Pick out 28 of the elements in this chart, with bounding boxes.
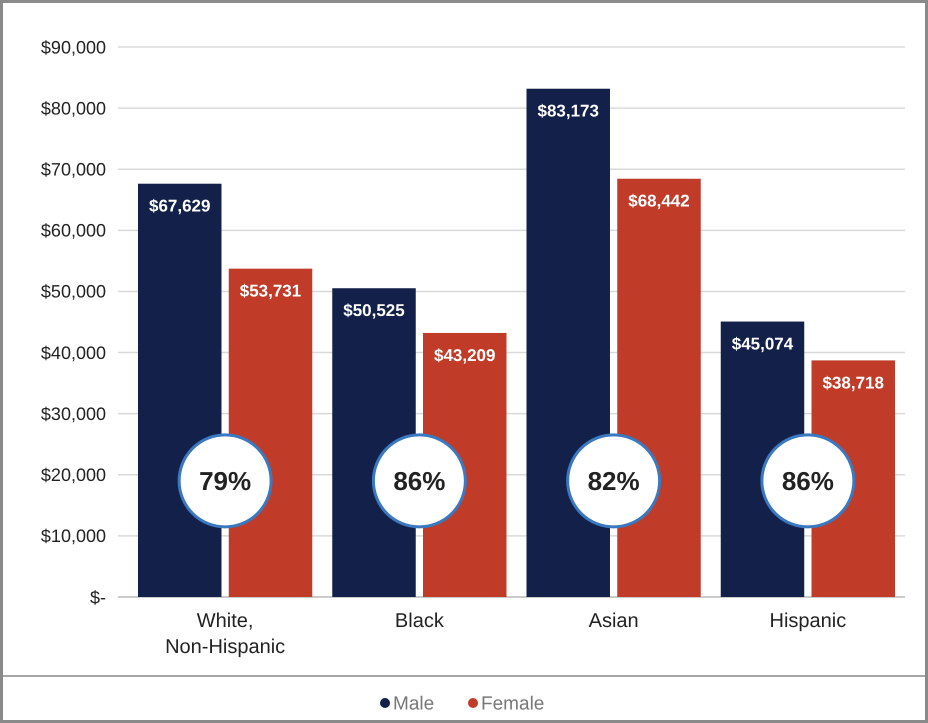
x-tick-label: Hispanic: [770, 610, 846, 632]
y-tick-label: $40,000: [40, 342, 106, 363]
y-tick-label: $20,000: [40, 465, 106, 486]
annotation: 86%: [782, 466, 834, 496]
y-tick-label: $50,000: [40, 282, 106, 302]
data-label: $67,629: [149, 196, 210, 216]
data-label: $45,074: [732, 334, 794, 354]
annotation: 82%: [588, 466, 640, 496]
legend-label: Female: [481, 694, 544, 715]
y-tick-label: $70,000: [40, 160, 106, 180]
y-tick-label: $-: [90, 587, 106, 608]
y-tick-label: $60,000: [40, 220, 106, 241]
data-label: $38,718: [822, 373, 884, 392]
data-label: $68,442: [628, 192, 690, 211]
x-tick-label: Asian: [588, 610, 639, 632]
annotation: 86%: [393, 466, 446, 496]
annotation: 79%: [199, 466, 252, 496]
data-label: $53,731: [240, 282, 302, 301]
legend-label: Male: [393, 694, 434, 715]
x-tick-label: Black: [394, 610, 445, 632]
y-tick-label: $30,000: [40, 404, 106, 424]
data-label: $43,209: [434, 346, 496, 365]
y-tick-label: $90,000: [40, 37, 106, 58]
y-tick-label: $80,000: [40, 98, 106, 118]
data-label: $83,173: [538, 102, 599, 121]
x-tick-label: White, Non-Hispanic: [165, 610, 286, 658]
y-tick-label: $10,000: [40, 526, 106, 546]
data-label: $50,525: [343, 301, 405, 320]
